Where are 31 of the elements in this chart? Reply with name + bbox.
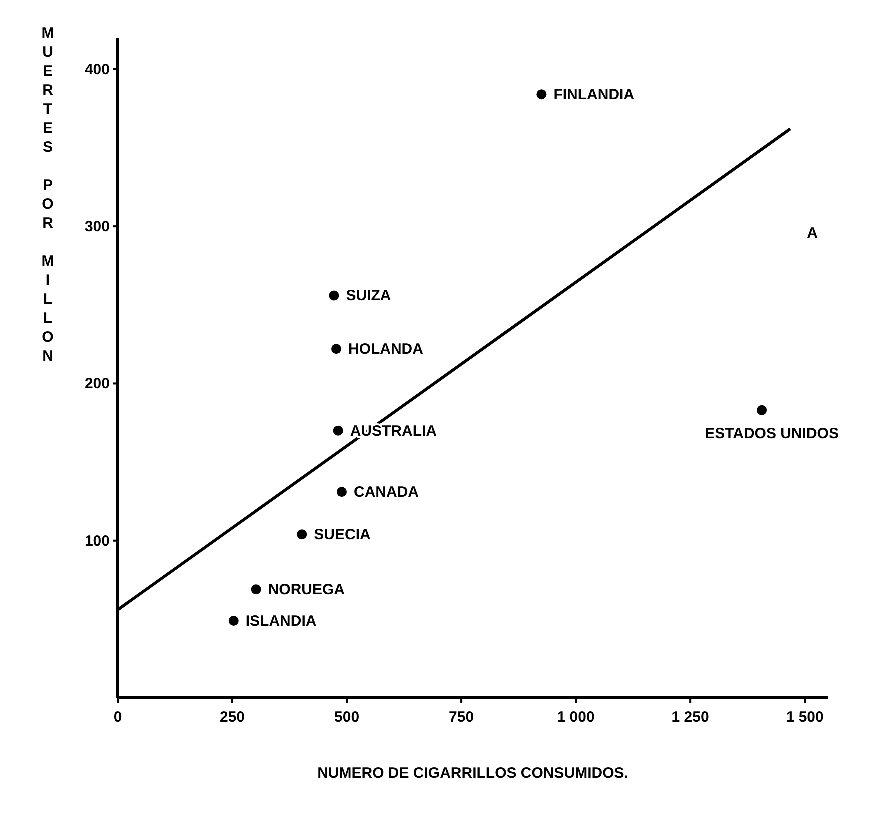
annotation: FINLANDIA [554, 86, 635, 104]
y-tick-label: 100 [84, 532, 110, 550]
point [297, 530, 308, 540]
point [333, 426, 344, 436]
annotation: ESTADOS UNIDOS [705, 425, 839, 442]
x-tick-label: 750 [449, 709, 474, 726]
x-tick-label: 250 [220, 709, 246, 726]
annotation: NORUEGA [268, 582, 346, 599]
x-tick-label: 500 [334, 709, 360, 726]
x-tick-label: 1 250 [672, 709, 710, 726]
point [331, 344, 342, 354]
point [536, 90, 547, 100]
x-axis-title: NUMERO DE CIGARRILLOS CONSUMIDOS. [318, 765, 628, 782]
x-tick-label: 1 500 [786, 709, 824, 726]
x-tick-label: 0 [114, 709, 122, 726]
annotation: CANADA [354, 484, 420, 502]
annotation: SUIZA [346, 288, 392, 305]
annotation: HOLANDA [348, 341, 424, 358]
annotation: SUECIA [314, 526, 371, 544]
y-tick-label: 400 [84, 61, 110, 78]
text: MUERTES POR MILLON [42, 25, 54, 365]
point [757, 405, 768, 416]
point [329, 290, 340, 301]
y-tick-label: 300 [84, 218, 110, 236]
annotation: A [807, 225, 818, 242]
point [251, 584, 262, 595]
x-tick-label: 1 000 [557, 709, 595, 726]
point [336, 487, 347, 498]
point [228, 616, 239, 626]
y-tick-label: 200 [84, 376, 110, 393]
annotation: ISLANDIA [246, 613, 317, 630]
